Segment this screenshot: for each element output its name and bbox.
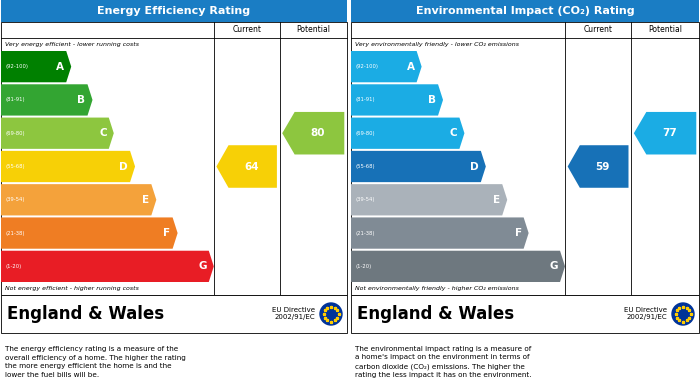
Text: B: B [78,95,85,105]
Text: The environmental impact rating is a measure of
a home's impact on the environme: The environmental impact rating is a mea… [355,346,531,378]
Text: England & Wales: England & Wales [7,305,164,323]
Text: The energy efficiency rating is a measure of the
overall efficiency of a home. T: The energy efficiency rating is a measur… [5,346,186,378]
Text: D: D [470,161,479,172]
Text: B: B [428,95,436,105]
Bar [1,22,347,295]
Polygon shape [351,51,421,82]
Text: E: E [142,195,149,205]
Text: G: G [550,261,558,271]
Text: (1-20): (1-20) [355,264,371,269]
Polygon shape [351,118,464,149]
Polygon shape [1,251,213,282]
Text: (21-38): (21-38) [355,231,374,235]
Text: England & Wales: England & Wales [357,305,514,323]
Text: Potential: Potential [296,25,330,34]
Text: A: A [56,62,64,72]
Text: (81-91): (81-91) [355,97,374,102]
Polygon shape [351,217,528,249]
Text: (92-100): (92-100) [5,64,28,69]
Polygon shape [634,112,696,154]
Text: Energy Efficiency Rating: Energy Efficiency Rating [97,6,251,16]
Polygon shape [351,84,443,116]
Polygon shape [1,51,71,82]
Text: Not energy efficient - higher running costs: Not energy efficient - higher running co… [5,286,139,291]
Text: C: C [99,128,107,138]
Text: G: G [198,261,206,271]
Polygon shape [351,251,565,282]
Text: E: E [493,195,500,205]
Text: (21-38): (21-38) [5,231,24,235]
Text: Very environmentally friendly - lower CO₂ emissions: Very environmentally friendly - lower CO… [355,42,519,47]
Text: (92-100): (92-100) [355,64,378,69]
Text: D: D [120,161,128,172]
Text: Not environmentally friendly - higher CO₂ emissions: Not environmentally friendly - higher CO… [355,286,519,291]
Bar [1,295,347,333]
Polygon shape [351,151,486,182]
Text: (55-68): (55-68) [355,164,374,169]
Polygon shape [1,217,178,249]
Polygon shape [568,145,629,188]
Text: (55-68): (55-68) [5,164,24,169]
Text: (39-54): (39-54) [5,197,24,202]
Text: 59: 59 [596,161,610,172]
Circle shape [672,303,694,325]
Polygon shape [1,84,92,116]
Text: F: F [514,228,522,238]
Text: Very energy efficient - lower running costs: Very energy efficient - lower running co… [5,42,139,47]
Text: A: A [407,62,414,72]
Text: Current: Current [584,25,612,34]
Text: 77: 77 [662,128,677,138]
Bar [351,295,699,333]
Bar [351,0,699,22]
Text: EU Directive
2002/91/EC: EU Directive 2002/91/EC [272,307,315,321]
Text: Current: Current [232,25,261,34]
Polygon shape [1,184,156,215]
Text: 64: 64 [244,161,258,172]
Circle shape [320,303,342,325]
Bar [1,0,347,22]
Text: 80: 80 [311,128,326,138]
Text: Environmental Impact (CO₂) Rating: Environmental Impact (CO₂) Rating [416,6,634,16]
Text: (69-80): (69-80) [5,131,24,136]
Polygon shape [1,118,114,149]
Text: (81-91): (81-91) [5,97,24,102]
Polygon shape [282,112,344,154]
Text: F: F [164,228,171,238]
Text: (39-54): (39-54) [355,197,374,202]
Text: (1-20): (1-20) [5,264,21,269]
Polygon shape [1,151,135,182]
Polygon shape [216,145,277,188]
Text: (69-80): (69-80) [355,131,374,136]
Bar [351,22,699,295]
Text: C: C [450,128,457,138]
Polygon shape [351,184,508,215]
Text: Potential: Potential [648,25,682,34]
Text: EU Directive
2002/91/EC: EU Directive 2002/91/EC [624,307,667,321]
